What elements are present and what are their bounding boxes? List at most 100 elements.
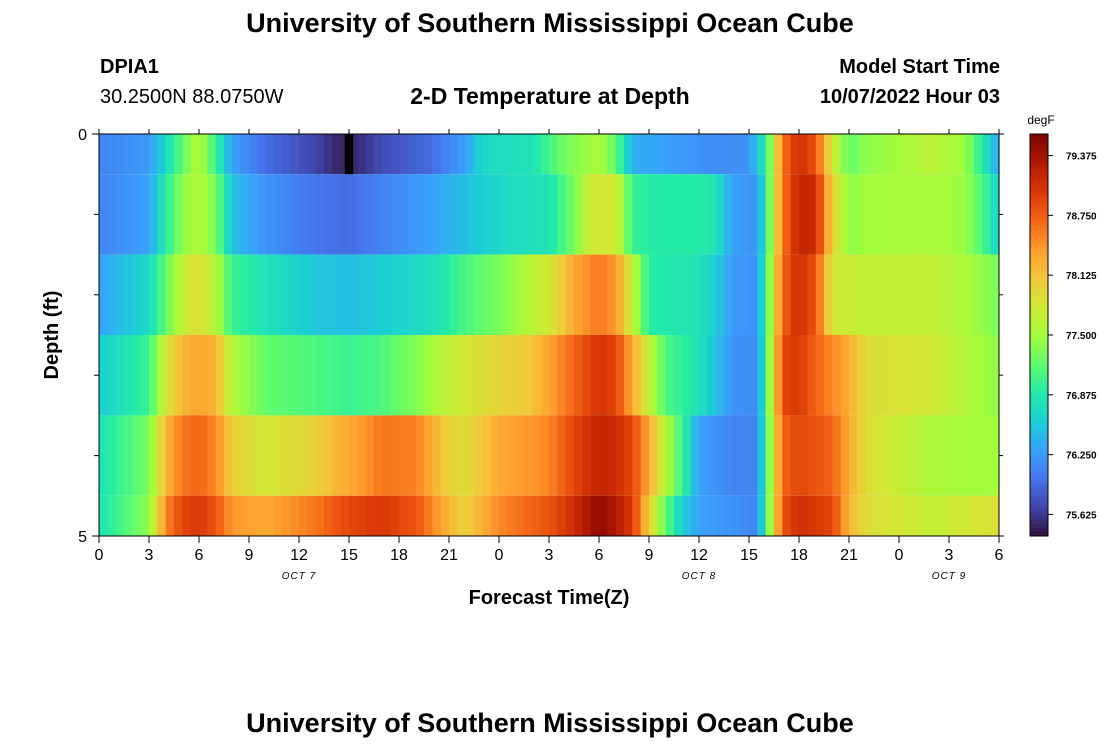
heatmap-cell xyxy=(557,335,567,416)
heatmap-cell xyxy=(657,495,667,536)
heatmap-cell xyxy=(807,335,817,416)
heatmap-cell xyxy=(707,495,717,536)
heatmap-cell xyxy=(982,495,992,536)
heatmap-cell xyxy=(490,495,500,536)
heatmap-cell xyxy=(132,174,142,255)
heatmap-cell xyxy=(190,495,200,536)
heatmap-cell xyxy=(540,174,550,255)
heatmap-cell xyxy=(965,415,975,496)
heatmap-cell xyxy=(299,254,308,335)
heatmap-cell xyxy=(949,335,958,416)
heatmap-cell xyxy=(190,335,200,416)
colorbar: 75.625 76.250 76.875 77.500 78.125 78.750 79.3… xyxy=(1029,133,1097,537)
heatmap-cell xyxy=(957,134,967,175)
heatmap-cell xyxy=(990,495,1000,536)
heatmap-cell xyxy=(440,495,450,536)
heatmap-cell xyxy=(99,174,108,255)
heatmap-cell xyxy=(915,174,925,255)
heatmap-cell xyxy=(315,174,325,255)
heatmap-cell xyxy=(724,134,733,175)
heatmap-cell xyxy=(507,415,517,496)
heatmap-cell xyxy=(599,335,608,416)
page-title: University of Southern Mississippi Ocean… xyxy=(246,8,854,38)
colorbar-segment xyxy=(1030,511,1048,517)
heatmap-cell xyxy=(115,495,125,536)
heatmap-cell xyxy=(990,415,1000,496)
heatmap-cell xyxy=(807,174,817,255)
heatmap-cell xyxy=(807,415,817,496)
colorbar-tick-label: 78.750 xyxy=(1066,211,1097,222)
x-tick-label: 18 xyxy=(790,547,808,564)
colorbar-segment xyxy=(1030,318,1048,324)
heatmap-cell xyxy=(424,495,433,536)
heatmap-cell xyxy=(882,134,892,175)
heatmap-cell xyxy=(699,495,708,536)
heatmap-cell xyxy=(740,495,750,536)
heatmap-cell xyxy=(890,134,900,175)
heatmap-cell xyxy=(440,415,450,496)
heatmap-cell xyxy=(632,174,642,255)
heatmap-cell xyxy=(165,134,175,175)
colorbar-segment xyxy=(1030,278,1048,284)
heatmap-cell xyxy=(482,335,492,416)
heatmap-cell xyxy=(699,254,708,335)
heatmap-cell xyxy=(849,254,858,335)
heatmap-cell xyxy=(824,174,833,255)
heatmap-cell xyxy=(507,134,517,175)
heatmap-cell xyxy=(882,254,892,335)
heatmap-cell xyxy=(932,254,942,335)
heatmap-cell xyxy=(865,134,875,175)
heatmap-cell xyxy=(749,134,758,175)
heatmap-cell xyxy=(965,495,975,536)
heatmap-cell xyxy=(215,335,225,416)
heatmap-cell xyxy=(332,134,342,175)
heatmap-cell xyxy=(340,415,350,496)
colorbar-segment xyxy=(1030,419,1048,424)
heatmap-cell xyxy=(382,134,392,175)
heatmap-cell xyxy=(524,415,533,496)
heatmap-cell xyxy=(515,134,525,175)
heatmap-cell xyxy=(732,174,742,255)
heatmap-cell xyxy=(599,254,608,335)
heatmap-cell xyxy=(782,254,792,335)
heatmap-cell xyxy=(432,174,442,255)
heatmap-cell xyxy=(957,335,967,416)
heatmap-cell xyxy=(340,174,350,255)
heatmap-cell xyxy=(507,335,517,416)
heatmap-cell xyxy=(390,254,400,335)
heatmap-cell xyxy=(249,174,258,255)
heatmap-cell xyxy=(349,495,358,536)
heatmap-cell xyxy=(524,174,533,255)
heatmap-cell xyxy=(649,495,658,536)
heatmap-cell xyxy=(382,254,392,335)
heatmap-cell xyxy=(557,174,567,255)
heatmap-cell xyxy=(732,254,742,335)
heatmap-cell xyxy=(615,415,625,496)
heatmap-cell xyxy=(624,254,633,335)
heatmap-cell xyxy=(824,415,833,496)
heatmap-cell xyxy=(257,254,267,335)
heatmap-cell xyxy=(774,254,783,335)
heatmap-cell xyxy=(182,495,192,536)
heatmap-cell xyxy=(357,254,367,335)
heatmap-cell xyxy=(399,495,408,536)
heatmap-cell xyxy=(982,254,992,335)
heatmap-cell xyxy=(540,495,550,536)
heatmap-cell xyxy=(157,495,167,536)
heatmap-cell xyxy=(499,415,508,496)
y-tick-label: 5 xyxy=(78,529,87,546)
heatmap-cell xyxy=(790,335,800,416)
heatmap-cell xyxy=(515,335,525,416)
colorbar-segment xyxy=(1030,242,1048,248)
heatmap-cell xyxy=(465,174,475,255)
heatmap-cell xyxy=(165,335,175,416)
heatmap-cell xyxy=(115,335,125,416)
heatmap-cell xyxy=(482,134,492,175)
heatmap-cell xyxy=(557,495,567,536)
heatmap-cell xyxy=(549,174,558,255)
heatmap-cell xyxy=(649,254,658,335)
colorbar-segment xyxy=(1030,415,1048,420)
heatmap-cell xyxy=(882,174,892,255)
heatmap-cell xyxy=(940,254,950,335)
heatmap-cell xyxy=(649,415,658,496)
